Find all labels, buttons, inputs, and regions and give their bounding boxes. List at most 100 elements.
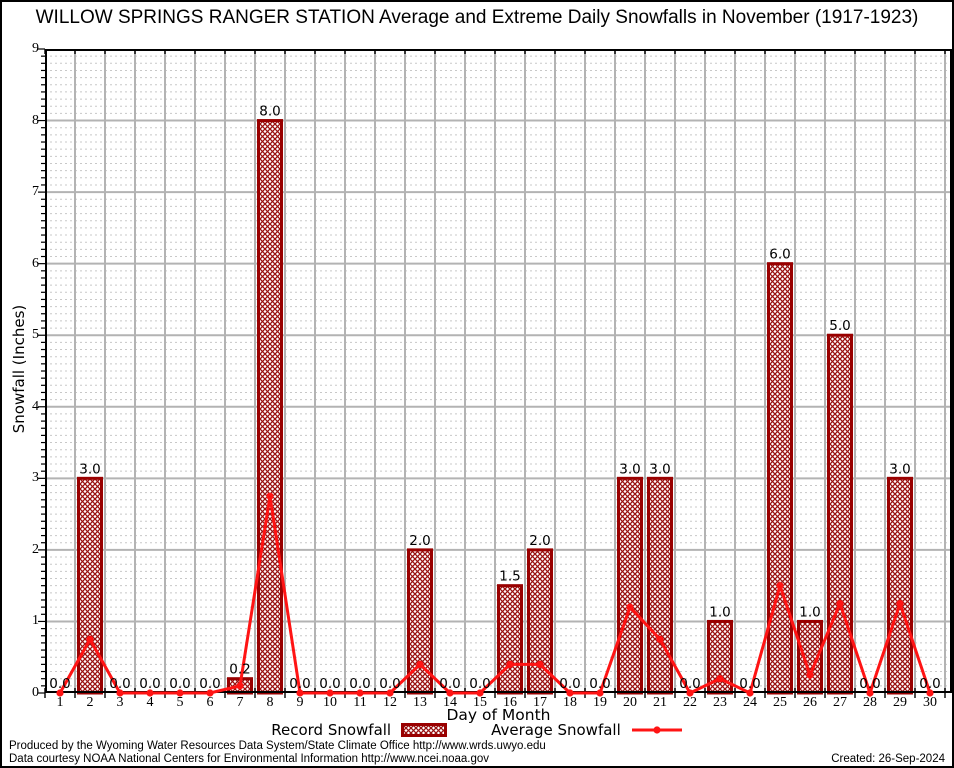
legend: Record Snowfall Average Snowfall xyxy=(2,721,952,739)
x-tick-label-15: 15 xyxy=(473,695,487,710)
y-tick-label-1: 1 xyxy=(32,613,39,629)
y-tick-label-7: 7 xyxy=(32,184,39,200)
x-tick-label-30: 30 xyxy=(923,695,937,710)
bar-day-20 xyxy=(617,476,643,695)
x-tick-label-19: 19 xyxy=(593,695,607,710)
footer-data-courtesy: Data courtesy NOAA National Centers for … xyxy=(9,753,490,765)
x-tick-label-14: 14 xyxy=(443,695,457,710)
average-line xyxy=(58,495,932,698)
bar-value-label-day-23: 1.0 xyxy=(709,604,730,620)
y-tick-label-8: 8 xyxy=(32,112,39,128)
average-point-day-20 xyxy=(626,603,634,611)
bar-value-label-day-14: 0.0 xyxy=(439,676,460,692)
average-point-day-12 xyxy=(386,689,394,697)
bar-value-label-day-20: 3.0 xyxy=(619,461,640,477)
bar-value-label-day-5: 0.0 xyxy=(169,676,190,692)
average-point-day-21 xyxy=(656,635,664,643)
average-point-day-13 xyxy=(416,660,424,668)
bar-value-labels: 0.0 3.0 0.0 0.0 0.0 0.0 0.2 8.0 0.0 0.0 0.0 0.0 2.0 0… xyxy=(49,104,940,692)
bar-day-27 xyxy=(827,333,853,695)
average-snowfall-line xyxy=(56,492,934,698)
average-point-day-1 xyxy=(56,689,64,697)
average-point-day-28 xyxy=(866,689,874,697)
x-tick-label-20: 20 xyxy=(623,695,637,710)
x-tick-label-27: 27 xyxy=(833,695,847,710)
y-tick-label-3: 3 xyxy=(32,470,39,486)
x-tick-label-11: 11 xyxy=(353,695,367,710)
y-tick-label-0: 0 xyxy=(32,685,39,700)
x-tick-label-26: 26 xyxy=(803,695,817,710)
average-point-day-22 xyxy=(686,689,694,697)
average-point-day-24 xyxy=(746,689,754,697)
bar-day-8 xyxy=(257,119,283,695)
x-axis-title: Day of Month xyxy=(446,706,551,724)
footer-row: Data courtesy NOAA National Centers for … xyxy=(9,753,945,765)
bar-value-label-day-8: 8.0 xyxy=(259,104,280,120)
average-point-day-11 xyxy=(356,689,364,697)
bar-day-25 xyxy=(767,262,793,695)
average-point-day-10 xyxy=(326,689,334,697)
x-tick-label-18: 18 xyxy=(563,695,577,710)
bar-value-label-day-12: 0.0 xyxy=(379,676,400,692)
bar-value-label-day-7: 0.2 xyxy=(229,662,250,678)
plot-area: 0.0 3.0 0.0 0.0 0.0 0.0 0.2 8.0 0.0 0.0 0.0 0.0 2.0 0… xyxy=(38,48,952,698)
x-tick-label-23: 23 xyxy=(713,695,727,710)
y-tick-label-6: 6 xyxy=(32,255,39,271)
bar-value-label-day-9: 0.0 xyxy=(289,676,310,692)
average-point-day-25 xyxy=(776,582,784,590)
y-tick-label-9: 9 xyxy=(32,41,39,56)
y-axis-title-container: Snowfall (Inches) xyxy=(8,47,30,691)
bar-value-label-day-29: 3.0 xyxy=(889,461,910,477)
average-point-day-14 xyxy=(446,689,454,697)
x-tick-label-17: 17 xyxy=(533,695,547,710)
average-point-day-2 xyxy=(86,635,94,643)
footer-created: Created: 26-Sep-2024 xyxy=(831,753,945,765)
legend-average-label: Average Snowfall xyxy=(491,721,621,739)
average-point-day-30 xyxy=(926,689,934,697)
x-tick-label-16: 16 xyxy=(503,695,517,710)
x-tick-label-3: 3 xyxy=(116,695,124,710)
x-tick-label-28: 28 xyxy=(863,695,877,710)
average-point-day-23 xyxy=(716,675,724,683)
x-tick-label-25: 25 xyxy=(773,695,787,710)
average-point-day-16 xyxy=(506,660,514,668)
bar-day-29 xyxy=(887,476,913,695)
x-tick-label-6: 6 xyxy=(206,695,214,710)
x-tick-label-4: 4 xyxy=(146,695,154,710)
bar-value-label-day-27: 5.0 xyxy=(829,318,850,334)
bar-value-label-day-2: 3.0 xyxy=(79,461,100,477)
y-tick-label-2: 2 xyxy=(32,541,39,557)
average-point-day-6 xyxy=(206,689,214,697)
bar-value-label-day-26: 1.0 xyxy=(799,604,820,620)
y-tick-label-4: 4 xyxy=(32,398,39,414)
bar-value-label-day-15: 0.0 xyxy=(469,676,490,692)
plot-frame xyxy=(45,49,952,693)
legend-record-label: Record Snowfall xyxy=(271,721,392,739)
bar-day-21 xyxy=(647,476,673,695)
x-tick-label-12: 12 xyxy=(383,695,397,710)
bar-value-label-day-22: 0.0 xyxy=(679,676,700,692)
average-point-day-7 xyxy=(236,682,244,690)
average-point-day-29 xyxy=(896,599,904,608)
bar-value-label-day-17: 2.0 xyxy=(529,533,550,549)
x-tick-label-1: 1 xyxy=(56,695,64,710)
average-point-day-27 xyxy=(836,599,844,608)
x-tick-label-2: 2 xyxy=(86,695,94,710)
x-tick-label-5: 5 xyxy=(176,695,184,710)
bar-day-2 xyxy=(77,476,103,695)
bar-value-label-day-10: 0.0 xyxy=(319,676,340,692)
legend-average-line-sample xyxy=(631,723,683,737)
bar-value-label-day-4: 0.0 xyxy=(139,676,160,692)
x-tick-label-9: 9 xyxy=(296,695,304,710)
bar-value-label-day-30: 0.0 xyxy=(919,676,940,692)
bar-value-label-day-13: 2.0 xyxy=(409,533,430,549)
x-tick-label-7: 7 xyxy=(236,695,244,710)
x-tick-label-8: 8 xyxy=(266,695,274,710)
average-point-day-17 xyxy=(536,660,544,668)
average-point-day-4 xyxy=(146,689,154,697)
chart-title: WILLOW SPRINGS RANGER STATION Average an… xyxy=(35,7,919,28)
y-tick-label-5: 5 xyxy=(32,327,39,343)
bar-value-label-day-16: 1.5 xyxy=(499,569,520,585)
bar-value-label-day-28: 0.0 xyxy=(859,676,880,692)
